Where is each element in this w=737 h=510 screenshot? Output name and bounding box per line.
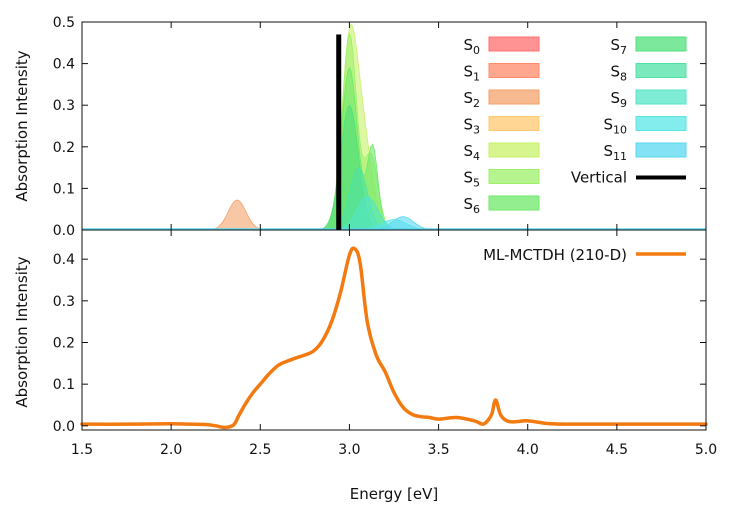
legend-swatch-s11 — [635, 142, 687, 158]
legend-entry-s2: S2 — [463, 89, 540, 110]
x-tick-label: 5.0 — [695, 442, 717, 458]
legend-entry-s6: S6 — [463, 195, 540, 216]
legend-entry-s8: S8 — [610, 63, 687, 84]
top-y-ticks: 0.0 0.1 0.2 0.3 0.4 0.5 — [53, 15, 706, 239]
legend-swatch-s0 — [488, 36, 540, 52]
legend-entry-s5: S5 — [463, 169, 540, 190]
legend-swatch-s1 — [488, 63, 540, 78]
top-y-tick-label: 0.4 — [53, 57, 75, 73]
top-y-tick-label: 0.0 — [53, 223, 75, 239]
vertical-line — [336, 34, 342, 231]
legend-entry-s4: S4 — [463, 142, 540, 163]
bottom-y-tick-label: 0.4 — [53, 252, 75, 268]
x-tick-label: 4.0 — [517, 442, 539, 458]
x-tick-label: 2.5 — [249, 442, 271, 458]
top-y-axis-title: Absorption Intensity — [13, 50, 31, 201]
legend-swatch-s10 — [635, 116, 687, 131]
bottom-panel: 0.0 0.1 0.2 0.3 0.4 1.5 2.0 2.5 3.0 3.5 4.0 4.5 5.0… — [13, 229, 717, 503]
bottom-y-tick-label: 0.2 — [53, 336, 75, 352]
top-y-tick-label: 0.1 — [53, 181, 75, 197]
x-tick-label: 1.5 — [71, 442, 93, 458]
x-tick-label: 3.0 — [338, 442, 360, 458]
bottom-y-ticks: 0.0 0.1 0.2 0.3 0.4 — [53, 252, 706, 435]
x-axis-title: Energy [eV] — [350, 485, 438, 503]
legend-swatch-s2 — [488, 89, 540, 105]
legend-swatch-s3 — [488, 116, 540, 131]
bottom-x-ticks: 1.5 2.0 2.5 3.0 3.5 4.0 4.5 5.0 — [71, 230, 717, 458]
bottom-legend: ML-MCTDH (210-D) — [483, 246, 686, 264]
legend-swatch-s5 — [488, 169, 540, 184]
legend-label-vertical: Vertical — [571, 169, 627, 187]
legend-swatch-s8 — [635, 63, 687, 78]
bottom-y-tick-label: 0.3 — [53, 294, 75, 310]
bottom-plot-frame — [81, 229, 707, 431]
legend-swatch-s6 — [488, 195, 540, 211]
x-tick-label: 3.5 — [427, 442, 449, 458]
x-tick-label: 2.0 — [160, 442, 182, 458]
legend-swatch-s7 — [635, 36, 687, 52]
bottom-legend-label: ML-MCTDH (210-D) — [483, 246, 627, 264]
top-y-tick-label: 0.2 — [53, 140, 75, 156]
top-y-tick-label: 0.5 — [53, 15, 75, 31]
bottom-y-tick-label: 0.0 — [53, 419, 75, 435]
legend-swatch-s4 — [488, 142, 540, 158]
top-y-tick-label: 0.3 — [53, 98, 75, 114]
ml-mctdh-line — [80, 246, 708, 430]
x-tick-label: 4.5 — [606, 442, 628, 458]
bottom-y-axis-title: Absorption Intensity — [13, 256, 31, 407]
legend-swatch-s9 — [635, 89, 687, 105]
bottom-y-tick-label: 0.1 — [53, 377, 75, 393]
